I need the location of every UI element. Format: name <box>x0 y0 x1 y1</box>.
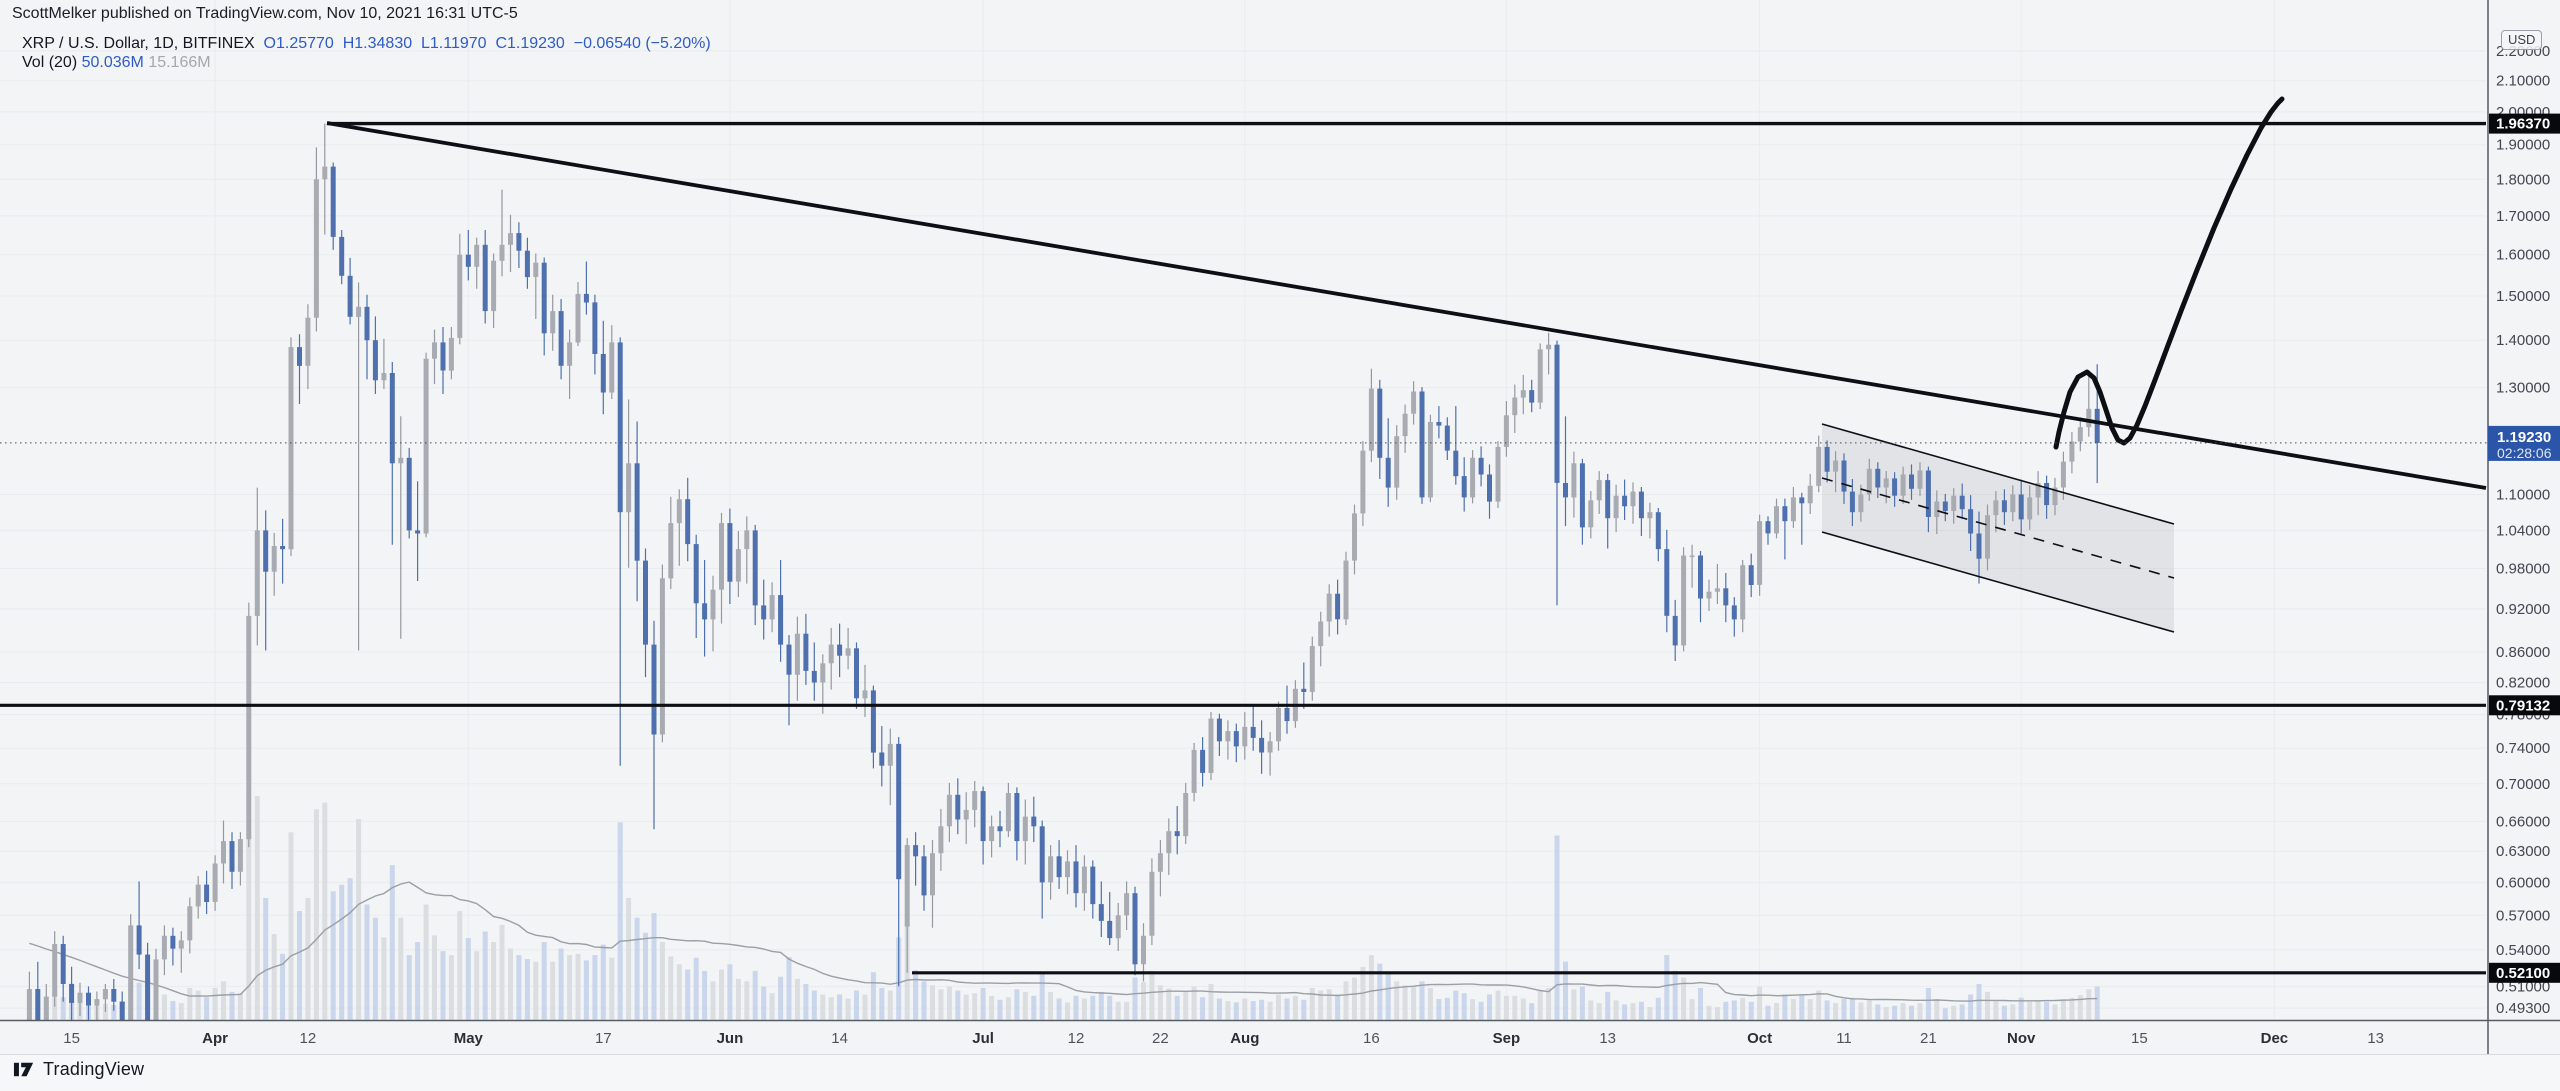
svg-text:1.96370: 1.96370 <box>2496 116 2550 133</box>
time-axis-label: Nov <box>2007 1030 2036 1047</box>
price-axis-label: 0.82000 <box>2496 675 2550 692</box>
price-axis-label: 0.92000 <box>2496 601 2550 618</box>
projection-arrow-curve <box>2053 96 2285 450</box>
time-axis-label: 13 <box>1599 1030 1616 1047</box>
time-axis-label: May <box>454 1030 484 1047</box>
price-axis-label: 0.74000 <box>2496 740 2550 757</box>
volume-ma-value: 15.166M <box>148 54 211 71</box>
price-flag <box>2489 113 2560 134</box>
time-axis-label: Sep <box>1493 1030 1521 1047</box>
price-flag <box>2489 962 2560 983</box>
price-axis-label: 1.50000 <box>2496 288 2550 305</box>
volume-ma-line <box>29 881 2098 1002</box>
drawings-layer[interactable] <box>0 96 2487 975</box>
time-axis-label: 14 <box>831 1030 848 1047</box>
parallel-channel-bottom <box>1821 531 2175 633</box>
volume-current-value: 50.036M <box>81 54 144 71</box>
price-axis-label: 1.60000 <box>2496 247 2550 264</box>
descending-trendline <box>326 121 2487 490</box>
ohlc-values: O1.25770 H1.34830 L1.11970 C1.19230 −0.0… <box>254 35 711 52</box>
grid-layer <box>0 0 2486 1020</box>
price-axis-label: 0.63000 <box>2496 843 2550 860</box>
price-axis-label: 0.57000 <box>2496 907 2550 924</box>
time-axis-label: 15 <box>2131 1030 2148 1047</box>
parallel-channel-top <box>1821 423 2175 525</box>
time-axis-label: 21 <box>1920 1030 1937 1047</box>
price-axis-label: 1.10000 <box>2496 487 2550 504</box>
price-axis-label: 1.90000 <box>2496 137 2550 154</box>
time-axis-label: 11 <box>1836 1030 1852 1047</box>
price-axis-label: 1.40000 <box>2496 332 2550 349</box>
price-axis-label: 0.54000 <box>2496 942 2550 959</box>
price-axis-label: 0.60000 <box>2496 874 2550 891</box>
current-price-flag <box>2488 425 2560 461</box>
time-axis[interactable]: 15 Apr 12 May 17 Jun 14 Jul 12 22 Aug 16 Sep 13 Oct 11 2… <box>0 1019 2560 1091</box>
price-axis-label: 1.30000 <box>2496 380 2550 397</box>
price-flag <box>2489 695 2560 716</box>
time-axis-label: Dec <box>2261 1030 2289 1047</box>
bottom-strip <box>0 1055 2560 1091</box>
price-axis-label: 0.98000 <box>2496 560 2550 577</box>
price-axis-label: 1.04000 <box>2496 522 2550 539</box>
time-axis-label: 12 <box>1068 1030 1085 1047</box>
symbol-title: XRP / U.S. Dollar, 1D, BITFINEX <box>22 35 255 52</box>
tradingview-logo-icon <box>13 1062 34 1077</box>
time-axis-label: Aug <box>1230 1030 1259 1047</box>
price-axis-label: 0.49300 <box>2496 1000 2550 1017</box>
time-axis-label: 16 <box>1363 1030 1380 1047</box>
price-axis-label: 0.86000 <box>2496 644 2550 661</box>
volume-indicator-line[interactable]: Vol (20) 50.036M 15.166M <box>22 54 211 72</box>
svg-text:1.19230: 1.19230 <box>2497 429 2551 446</box>
time-axis-label: Jun <box>717 1030 744 1047</box>
time-axis-label: 13 <box>2367 1030 2384 1047</box>
price-axis-label: 1.70000 <box>2496 208 2550 225</box>
svg-text:0.52100: 0.52100 <box>2496 965 2550 982</box>
tradingview-logo[interactable]: TradingView <box>13 1058 144 1081</box>
symbol-info-line[interactable]: XRP / U.S. Dollar, 1D, BITFINEX O1.25770… <box>22 35 711 53</box>
price-axis[interactable]: 2.200002.100002.000001.900001.800001.700… <box>2487 0 2560 1054</box>
price-axis-label: 2.10000 <box>2496 73 2550 90</box>
svg-text:0.79132: 0.79132 <box>2496 697 2550 714</box>
volume-label: Vol (20) <box>22 54 78 71</box>
price-axis-label: 1.80000 <box>2496 171 2550 188</box>
time-axis-label: 15 <box>63 1030 80 1047</box>
time-axis-label: Jul <box>972 1030 994 1047</box>
tradingview-wordmark: TradingView <box>43 1059 145 1079</box>
time-axis-label: 22 <box>1152 1030 1169 1047</box>
price-axis-label: 0.70000 <box>2496 776 2550 793</box>
time-axis-label: Apr <box>202 1030 228 1047</box>
published-byline: ScottMelker published on TradingView.com… <box>12 5 518 22</box>
price-axis-label: 0.66000 <box>2496 813 2550 830</box>
time-axis-label: Oct <box>1747 1030 1772 1047</box>
parallel-channel-midline <box>1821 477 2175 579</box>
time-axis-label: 12 <box>300 1030 317 1047</box>
bar-countdown: 02:28:06 <box>2497 445 2552 461</box>
candles-layer[interactable] <box>26 123 2100 1064</box>
currency-toggle-button[interactable]: USD <box>2501 30 2543 50</box>
time-axis-label: 17 <box>595 1030 612 1047</box>
